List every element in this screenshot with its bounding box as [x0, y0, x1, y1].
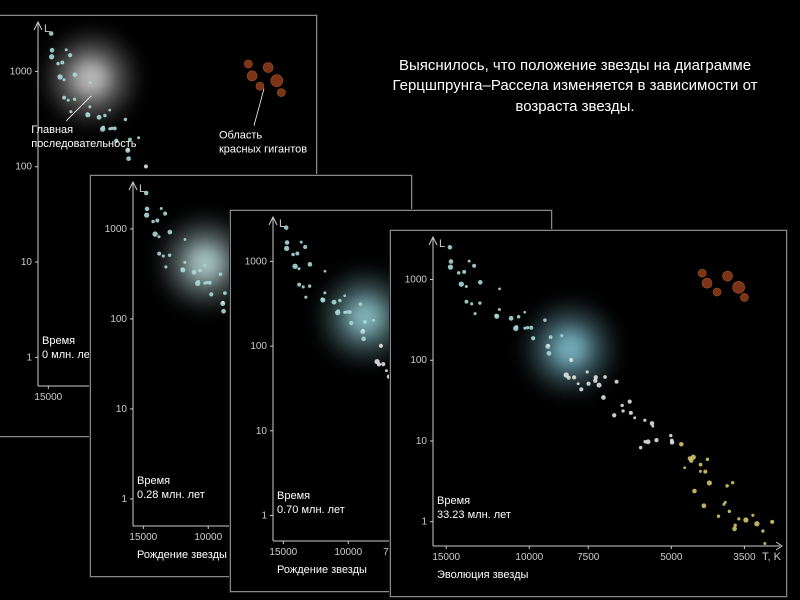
svg-text:0.70 млн. лет: 0.70 млн. лет: [277, 504, 345, 516]
svg-text:7500: 7500: [577, 552, 600, 563]
svg-text:15000: 15000: [269, 547, 297, 558]
svg-text:1: 1: [26, 352, 32, 363]
svg-text:100: 100: [410, 355, 427, 366]
svg-text:15000: 15000: [34, 392, 62, 403]
svg-text:1000: 1000: [405, 275, 428, 286]
svg-text:Время: Время: [137, 475, 170, 487]
svg-text:10: 10: [116, 404, 128, 415]
svg-text:10: 10: [256, 426, 268, 437]
svg-text:15000: 15000: [432, 552, 460, 563]
caption: Выяснилось, что положение звезды на диаг…: [360, 56, 790, 117]
svg-text:10000: 10000: [194, 532, 222, 543]
svg-text:Рождение звезды: Рождение звезды: [137, 549, 227, 561]
svg-text:100: 100: [15, 162, 32, 173]
svg-text:10000: 10000: [334, 547, 362, 558]
svg-text:1: 1: [261, 511, 267, 522]
svg-text:1: 1: [121, 494, 127, 505]
svg-text:Рождение звезды: Рождение звезды: [277, 564, 367, 576]
svg-text:Эволюция звезды: Эволюция звезды: [437, 569, 528, 581]
svg-text:100: 100: [250, 341, 267, 352]
svg-text:3500: 3500: [733, 552, 756, 563]
hr-panel-3: 1 10 100 1000 15000 10000 7500 5000 3500 L T, K Вре…: [390, 230, 787, 597]
svg-text:0 млн. лет: 0 млн. лет: [42, 349, 95, 361]
svg-text:10: 10: [21, 257, 33, 268]
svg-text:100: 100: [110, 314, 127, 325]
svg-text:Время: Время: [42, 335, 75, 347]
svg-text:1000: 1000: [105, 224, 128, 235]
svg-text:красных гигантов: красных гигантов: [219, 144, 307, 156]
svg-text:10: 10: [416, 436, 428, 447]
svg-text:33.23 млн. лет: 33.23 млн. лет: [437, 509, 511, 521]
svg-text:L: L: [439, 238, 445, 250]
svg-text:0.28 млн. лет: 0.28 млн. лет: [137, 489, 205, 501]
svg-text:1: 1: [421, 517, 427, 528]
svg-text:Область: Область: [219, 130, 262, 142]
svg-text:T, K: T, K: [762, 551, 782, 563]
page: Выяснилось, что положение звезды на диаг…: [0, 0, 800, 600]
svg-text:1000: 1000: [10, 66, 33, 77]
svg-text:5000: 5000: [660, 552, 683, 563]
svg-text:15000: 15000: [129, 532, 157, 543]
svg-text:Время: Время: [277, 490, 310, 502]
svg-text:Главная: Главная: [31, 124, 73, 136]
svg-text:10000: 10000: [515, 552, 543, 563]
svg-text:последовательность: последовательность: [31, 138, 137, 150]
svg-text:1000: 1000: [245, 256, 268, 267]
svg-text:Время: Время: [437, 495, 470, 507]
